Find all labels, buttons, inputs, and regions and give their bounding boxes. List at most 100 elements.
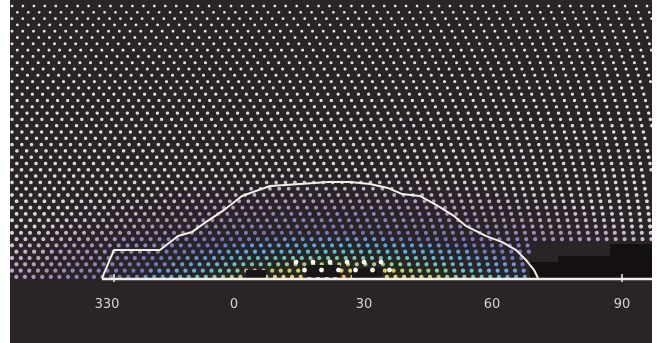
field-dot	[225, 211, 230, 216]
field-dot	[449, 48, 453, 52]
field-dot	[551, 67, 555, 71]
field-dot	[459, 199, 464, 204]
field-dot	[419, 10, 422, 14]
field-dot	[166, 205, 171, 210]
field-dot	[512, 268, 518, 273]
field-dot	[491, 98, 495, 103]
field-dot	[647, 155, 651, 159]
field-dot	[201, 218, 206, 223]
field-dot	[386, 111, 390, 115]
field-dot	[536, 111, 541, 115]
field-dot	[335, 17, 339, 20]
field-dot	[579, 4, 583, 8]
field-dot	[635, 36, 639, 39]
field-dot	[506, 237, 511, 242]
field-dot	[28, 205, 33, 210]
field-dot	[532, 98, 536, 103]
field-dot	[190, 10, 194, 14]
field-dot	[419, 117, 423, 122]
field-dot	[317, 255, 322, 261]
field-dot	[231, 205, 236, 210]
field-dot	[266, 130, 271, 134]
field-dot	[282, 237, 287, 242]
field-dot	[342, 230, 347, 235]
field-dot	[74, 42, 78, 46]
field-dot	[102, 205, 106, 210]
field-dot	[30, 92, 34, 96]
field-dot	[410, 218, 415, 223]
field-dot	[482, 155, 487, 159]
field-dot	[602, 130, 606, 134]
field-dot	[201, 168, 205, 172]
field-dot	[547, 218, 552, 223]
field-dot	[395, 130, 399, 134]
field-dot	[150, 224, 155, 229]
field-dot	[598, 199, 603, 204]
field-dot	[53, 161, 57, 166]
field-dot	[176, 142, 180, 147]
field-dot	[328, 155, 333, 159]
field-dot	[328, 218, 333, 223]
field-dot	[624, 186, 629, 191]
field-dot	[247, 149, 252, 153]
field-dot	[298, 211, 303, 216]
field-dot	[515, 80, 519, 84]
field-dot	[252, 211, 257, 216]
field-dot	[231, 23, 235, 27]
field-dot	[460, 174, 465, 178]
field-dot	[195, 80, 199, 84]
field-dot	[382, 168, 386, 172]
field-dot	[576, 23, 580, 27]
field-dot	[587, 80, 591, 84]
field-dot	[203, 255, 208, 261]
field-dot	[192, 268, 197, 273]
field-dot	[558, 4, 561, 8]
field-dot	[271, 193, 275, 197]
field-dot	[63, 54, 67, 58]
field-dot	[68, 142, 73, 147]
field-dot	[612, 230, 617, 235]
field-dot	[405, 155, 410, 159]
field-dot	[197, 98, 202, 103]
field-dot	[247, 237, 251, 242]
field-dot	[434, 155, 439, 159]
field-dot	[88, 255, 94, 261]
field-dot	[256, 61, 260, 65]
field-dot	[250, 243, 254, 248]
field-dot	[157, 268, 162, 273]
field-dot	[376, 224, 381, 229]
field-dot	[437, 67, 441, 71]
field-dot	[215, 262, 220, 267]
field-dot	[615, 105, 619, 109]
field-dot	[362, 211, 367, 216]
core-bright-dot	[378, 259, 384, 265]
field-dot	[277, 149, 281, 153]
field-dot	[182, 249, 187, 254]
field-dot	[399, 237, 403, 242]
field-dot	[384, 86, 388, 90]
field-dot	[413, 255, 418, 261]
field-dot	[492, 155, 497, 159]
field-dot	[274, 161, 278, 166]
field-dot	[413, 105, 417, 109]
field-dot	[116, 98, 120, 103]
field-dot	[422, 17, 426, 20]
field-dot	[29, 168, 33, 172]
field-dot	[562, 98, 566, 103]
field-dot	[473, 130, 478, 134]
field-dot	[102, 92, 106, 96]
field-dot	[52, 54, 56, 58]
field-dot	[215, 111, 220, 115]
field-dot	[315, 54, 319, 58]
field-dot	[506, 168, 510, 172]
field-dot	[15, 111, 19, 115]
field-dot	[447, 218, 452, 223]
field-dot	[609, 54, 613, 58]
field-dot	[267, 149, 271, 153]
field-dot	[139, 161, 144, 166]
field-dot	[548, 149, 553, 153]
field-dot	[179, 10, 183, 14]
field-dot	[326, 211, 330, 216]
field-dot	[621, 130, 626, 134]
field-dot	[364, 48, 368, 52]
